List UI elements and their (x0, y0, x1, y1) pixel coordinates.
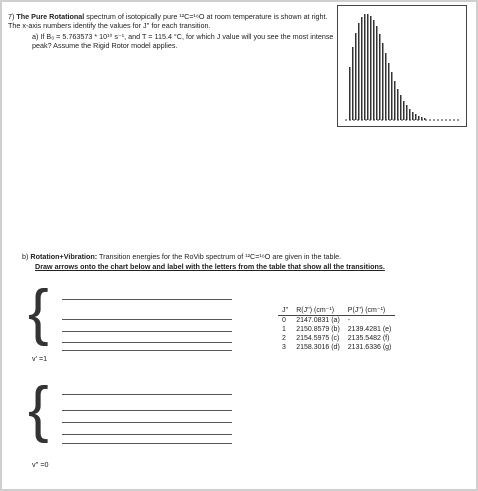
spectrum-frame (337, 5, 467, 127)
part-b-text: Transition energies for the RoVib spectr… (99, 252, 342, 261)
q-text: spectrum of isotopically pure ¹²C=¹⁶O at… (8, 12, 328, 30)
part-b: b) Rotation+Vibration: Transition energi… (22, 252, 472, 261)
table-row: 0 2147.0831 (a) - (278, 316, 395, 326)
table-cell: 3 (282, 344, 286, 351)
brace: { (28, 375, 49, 444)
table-cell: - (347, 317, 351, 324)
spectrum (337, 5, 467, 127)
level-line (62, 434, 232, 435)
q-number: 7) (8, 12, 15, 21)
table-cell: 2 (282, 335, 286, 342)
part-b-bold: Rotation+Vibration: (30, 252, 98, 261)
table-cell: 2154.5975 (c) (296, 335, 340, 342)
table-row: 1 2150.8579 (b) 2139.4281 (e) (278, 325, 395, 334)
spectrum-bars (349, 14, 426, 120)
level-line (62, 443, 232, 444)
table-cell: 1 (282, 326, 286, 333)
level-line (62, 394, 232, 395)
part-a: a) If B₀ = 5.763573 * 10¹⁰ s⁻¹, and T = … (32, 32, 342, 50)
level-line (62, 350, 232, 351)
table-header: J'' R(J'') (cm⁻¹) P(J'') (cm⁻¹) (278, 306, 396, 316)
question-intro: 7) The Pure Rotational spectrum of isoto… (8, 12, 338, 30)
table-cell: 2147.0831 (a) (296, 317, 340, 324)
table-cell: 2135.5482 (f) (347, 335, 390, 342)
upper-level-label: v' =1 (32, 354, 48, 363)
level-line (62, 319, 232, 320)
header-cell: P(J'') (cm⁻¹) (347, 307, 386, 314)
part-b-label: b) (22, 252, 29, 261)
part-a-label: a) (32, 32, 39, 41)
transition-table: J'' R(J'') (cm⁻¹) P(J'') (cm⁻¹) 0 2147.08… (278, 306, 396, 352)
level-line (62, 422, 232, 423)
part-a-text: If B₀ = 5.763573 * 10¹⁰ s⁻¹, and T = 115… (32, 32, 334, 50)
table-cell: 2150.8579 (b) (296, 326, 340, 333)
level-line (62, 299, 232, 300)
lower-level-label: v'' =0 (32, 460, 49, 469)
table-row: 2 2154.5975 (c) 2135.5482 (f) (278, 334, 395, 343)
level-line (62, 331, 232, 332)
header-cell: J'' (282, 307, 289, 314)
header-cell: R(J'') (cm⁻¹) (296, 307, 335, 314)
brace: { (28, 278, 49, 347)
table-cell: 2158.3016 (d) (296, 344, 340, 351)
level-line (62, 410, 232, 411)
q-bold: The Pure Rotational (16, 12, 85, 21)
table-row: 3 2158.3016 (d) 2131.6336 (g) (278, 343, 395, 352)
table-cell: 2131.6336 (g) (347, 344, 392, 351)
table-cell: 0 (282, 317, 286, 324)
part-b-instruction: Draw arrows onto the chart below and lab… (35, 262, 385, 271)
level-line (62, 342, 232, 343)
table-cell: 2139.4281 (e) (347, 326, 392, 333)
